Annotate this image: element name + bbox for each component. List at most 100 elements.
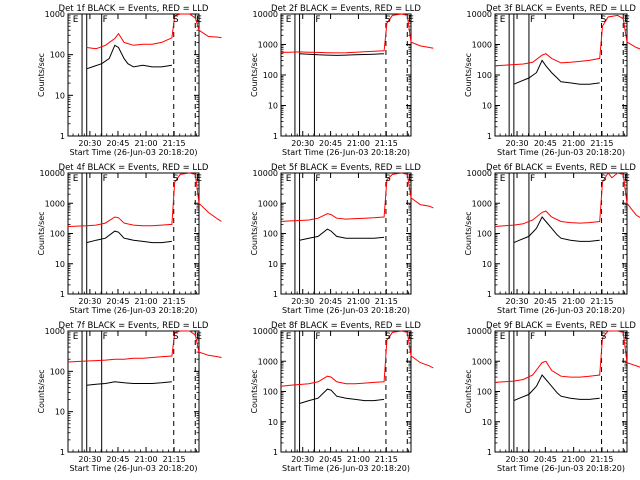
x-tick-label: 21:00 bbox=[347, 297, 370, 306]
segment-marker-label: F bbox=[530, 15, 535, 25]
detector-panel-2: Det 2f BLACK = Events, RED = LLD 1 10 100 10… bbox=[250, 4, 434, 157]
panel-title: Det 4f BLACK = Events, RED = LLD bbox=[59, 163, 209, 173]
x-tick-label: 21:00 bbox=[135, 455, 158, 464]
y-tick-label: 1000 bbox=[258, 199, 278, 208]
y-tick-label: 100 bbox=[477, 71, 492, 80]
y-tick-label: 10 bbox=[55, 260, 65, 269]
segment-marker-label: E bbox=[196, 174, 202, 184]
y-tick-label: 1000 bbox=[472, 357, 492, 366]
segment-marker-label: F bbox=[530, 332, 535, 342]
panel-title: Det 5f BLACK = Events, RED = LLD bbox=[271, 163, 421, 173]
y-tick-label: 10000 bbox=[253, 169, 278, 178]
panel-title: Det 1f BLACK = Events, RED = LLD bbox=[59, 4, 209, 14]
segment-marker-label: E bbox=[408, 15, 414, 25]
segment-marker-label: E bbox=[286, 332, 292, 342]
y-tick-label: 100 bbox=[50, 230, 65, 239]
y-tick-label: 1000 bbox=[472, 41, 492, 50]
axes-frame bbox=[67, 330, 200, 453]
detector-panel-8: Det 8f BLACK = Events, RED = LLD 1 10 100 10… bbox=[250, 321, 434, 473]
panel-title: Det 7f BLACK = Events, RED = LLD bbox=[59, 321, 209, 331]
events-series-line bbox=[86, 230, 172, 244]
x-tick-label: 20:45 bbox=[319, 455, 342, 464]
y-tick-label: 1 bbox=[273, 290, 278, 299]
segment-marker-label: S bbox=[173, 174, 179, 184]
panel-title: Det 2f BLACK = Events, RED = LLD bbox=[271, 4, 421, 14]
detector-panel-6: Det 6f BLACK = Events, RED = LLD 1 10 100 10… bbox=[464, 163, 640, 315]
y-tick-label: 10 bbox=[482, 418, 492, 427]
y-tick-label: 1000 bbox=[258, 357, 278, 366]
events-series-line bbox=[513, 374, 600, 402]
x-tick-label: 21:00 bbox=[562, 297, 585, 306]
y-tick-label: 1 bbox=[487, 290, 492, 299]
segment-marker-label: F bbox=[103, 15, 108, 25]
segment-marker-label: S bbox=[601, 15, 607, 25]
x-tick-label: 21:00 bbox=[562, 455, 585, 464]
y-tick-label: 10 bbox=[482, 260, 492, 269]
x-tick-label: 21:00 bbox=[135, 139, 158, 148]
segment-marker-label: F bbox=[103, 332, 108, 342]
y-tick-label: 10000 bbox=[467, 10, 492, 19]
y-tick-label: 10000 bbox=[253, 327, 278, 336]
x-axis-label: Start Time (26-Jun-03 20:18:20) bbox=[497, 148, 625, 157]
y-axis-label: Counts/sec bbox=[37, 369, 46, 413]
panel-title: Det 8f BLACK = Events, RED = LLD bbox=[271, 321, 421, 331]
x-tick-label: 20:45 bbox=[106, 455, 129, 464]
y-tick-label: 100 bbox=[50, 367, 65, 376]
x-tick-label: 20:30 bbox=[506, 297, 529, 306]
x-tick-label: 20:45 bbox=[534, 455, 557, 464]
x-tick-label: 20:30 bbox=[291, 139, 314, 148]
y-tick-label: 1 bbox=[60, 132, 65, 141]
segment-marker-label: E bbox=[286, 15, 292, 25]
x-tick-label: 21:15 bbox=[163, 455, 186, 464]
segment-marker-label: S bbox=[385, 174, 391, 184]
panel-title: Det 3f BLACK = Events, RED = LLD bbox=[486, 4, 636, 14]
detector-panel-3: Det 3f BLACK = Events, RED = LLD 1 10 100 10… bbox=[464, 4, 640, 157]
segment-marker-label: S bbox=[601, 332, 607, 342]
x-axis-label: Start Time (26-Jun-03 20:18:20) bbox=[282, 306, 410, 315]
segment-marker-label: S bbox=[173, 332, 179, 342]
x-tick-label: 21:00 bbox=[562, 139, 585, 148]
y-tick-label: 1000 bbox=[45, 327, 65, 336]
y-axis-label: Counts/sec bbox=[464, 53, 473, 97]
y-axis-label: Counts/sec bbox=[250, 369, 259, 413]
segment-marker-label: F bbox=[103, 174, 108, 184]
y-axis-label: Counts/sec bbox=[250, 211, 259, 255]
x-axis-label: Start Time (26-Jun-03 20:18:20) bbox=[497, 306, 625, 315]
events-series-line bbox=[86, 381, 172, 386]
x-tick-label: 20:30 bbox=[78, 455, 101, 464]
x-tick-label: 21:00 bbox=[135, 297, 158, 306]
y-tick-label: 1000 bbox=[45, 10, 65, 19]
y-tick-label: 1 bbox=[487, 448, 492, 457]
events-series-line bbox=[299, 228, 385, 241]
segment-marker-label: S bbox=[601, 174, 607, 184]
x-tick-label: 20:45 bbox=[534, 139, 557, 148]
x-tick-label: 21:15 bbox=[163, 297, 186, 306]
lld-series-line bbox=[67, 330, 222, 363]
y-axis-label: Counts/sec bbox=[464, 369, 473, 413]
x-tick-label: 21:15 bbox=[375, 297, 398, 306]
lld-series-line bbox=[280, 330, 434, 387]
segment-marker-label: S bbox=[173, 15, 179, 25]
x-axis-label: Start Time (26-Jun-03 20:18:20) bbox=[70, 464, 198, 473]
y-tick-label: 1 bbox=[273, 448, 278, 457]
x-tick-label: 20:30 bbox=[291, 297, 314, 306]
segment-marker-label: F bbox=[530, 174, 535, 184]
y-tick-label: 100 bbox=[477, 388, 492, 397]
lld-series-line bbox=[494, 14, 640, 67]
x-tick-label: 20:30 bbox=[506, 455, 529, 464]
x-tick-label: 21:15 bbox=[163, 139, 186, 148]
y-tick-label: 1 bbox=[60, 290, 65, 299]
x-tick-label: 21:15 bbox=[375, 139, 398, 148]
y-tick-label: 10000 bbox=[253, 10, 278, 19]
segment-marker-label: E bbox=[624, 174, 630, 184]
x-axis-label: Start Time (26-Jun-03 20:18:20) bbox=[70, 148, 198, 157]
segment-marker-label: F bbox=[315, 15, 320, 25]
y-tick-label: 100 bbox=[263, 230, 278, 239]
axes-frame bbox=[67, 172, 200, 295]
x-tick-label: 21:00 bbox=[347, 455, 370, 464]
segment-marker-label: E bbox=[73, 332, 79, 342]
lld-series-line bbox=[67, 172, 222, 227]
y-tick-label: 100 bbox=[263, 388, 278, 397]
x-tick-label: 21:15 bbox=[375, 455, 398, 464]
y-tick-label: 10 bbox=[482, 102, 492, 111]
